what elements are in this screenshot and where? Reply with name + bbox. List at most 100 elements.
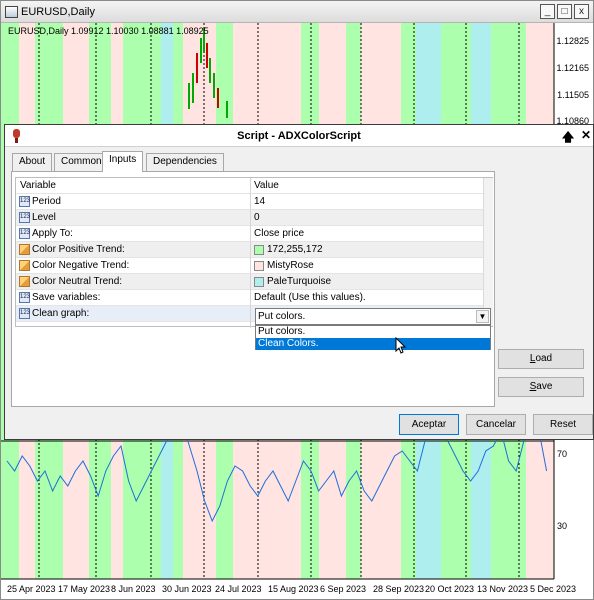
select-option[interactable]: Put colors. <box>258 326 306 337</box>
ok-button[interactable]: Aceptar <box>399 414 459 435</box>
variable-name: Level <box>32 212 56 223</box>
variable-value[interactable]: MistyRose <box>267 260 314 271</box>
date-label: 13 Nov 2023 <box>477 584 529 594</box>
date-label: 30 Jun 2023 <box>162 584 212 594</box>
trend-band <box>63 441 89 579</box>
variable-value[interactable]: PaleTurquoise <box>267 276 332 287</box>
price-label: 1.12825 <box>556 36 589 46</box>
variable-value[interactable]: 172,255,172 <box>267 244 323 255</box>
color-icon <box>19 244 30 255</box>
date-label: 28 Sep 2023 <box>373 584 425 594</box>
indicator-level-label: 70 <box>556 449 567 459</box>
date-label: 25 Apr 2023 <box>7 584 56 594</box>
load-accelerator: L <box>529 353 536 364</box>
price-label: 1.12165 <box>556 63 589 73</box>
color-swatch[interactable] <box>254 261 264 271</box>
trend-band <box>346 441 361 579</box>
load-label: oad <box>535 353 553 364</box>
tab-common[interactable]: Common <box>54 153 109 171</box>
chart-window-icon <box>5 6 18 18</box>
date-label: 6 Sep 2023 <box>320 584 367 594</box>
clean-graph-options: Put colors. Clean Colors. <box>255 325 491 350</box>
tab-inputs[interactable]: Inputs <box>102 151 144 172</box>
price-label: 1.11505 <box>557 90 589 100</box>
date-label: 15 Aug 2023 <box>268 584 319 594</box>
variable-value[interactable]: Close price <box>254 228 305 239</box>
reset-button[interactable]: Reset <box>533 414 593 435</box>
variable-name: Clean graph: <box>32 308 90 319</box>
date-label: 20 Oct 2023 <box>425 584 475 594</box>
trend-band <box>173 441 183 579</box>
trend-band <box>491 441 526 579</box>
inputs-grid: Variable Value 123 Period 14 123 Level 0… <box>15 177 493 328</box>
trend-band <box>19 441 35 579</box>
save-label: ave <box>536 381 553 392</box>
trend-band <box>319 441 346 579</box>
tab-about[interactable]: About <box>12 153 53 171</box>
trend-band <box>441 441 471 579</box>
save-button[interactable]: Save <box>498 377 584 397</box>
trend-band <box>1 441 19 579</box>
trend-band <box>233 441 301 579</box>
grid-scrollbar[interactable] <box>483 178 493 326</box>
adx-indicator-line <box>6 420 548 523</box>
numeric-icon: 123 <box>19 308 30 319</box>
color-swatch[interactable] <box>254 245 264 255</box>
numeric-icon: 123 <box>19 212 30 223</box>
ohlc-header: EURUSD,Daily 1.09912 1.10030 1.08881 1.0… <box>8 26 209 36</box>
trend-band <box>123 441 161 579</box>
numeric-icon: 123 <box>19 196 30 207</box>
color-icon <box>19 276 30 287</box>
price-candles <box>188 28 228 118</box>
numeric-icon: 123 <box>19 228 30 239</box>
trend-band <box>35 441 63 579</box>
cancel-button[interactable]: Cancelar <box>466 414 526 435</box>
clean-graph-select[interactable]: Put colors. ▼ <box>255 308 491 325</box>
variable-value[interactable]: 14 <box>254 196 266 207</box>
date-label: 8 Jun 2023 <box>111 584 156 594</box>
select-value: Put colors. <box>258 311 306 322</box>
variable-value[interactable]: Default (Use this values). <box>254 292 366 303</box>
load-button[interactable]: Load <box>498 349 584 369</box>
variable-name: Color Positive Trend: <box>32 244 125 255</box>
close-window-button[interactable]: x <box>574 4 589 19</box>
chart-titlebar: EURUSD,Daily _ □ x <box>1 1 593 23</box>
select-option-highlighted[interactable]: Clean Colors. <box>256 338 490 350</box>
variable-name: Color Negative Trend: <box>32 260 130 271</box>
price-label: 1.10860 <box>556 116 589 126</box>
variable-name: Period <box>32 196 61 207</box>
column-divider[interactable] <box>250 178 251 328</box>
script-icon <box>13 129 20 143</box>
variable-name: Color Neutral Trend: <box>32 276 123 287</box>
pin-icon[interactable]: 🡅 <box>561 130 575 144</box>
trend-band <box>301 441 319 579</box>
date-label: 17 May 2023 <box>58 584 111 594</box>
trend-band <box>161 441 173 579</box>
color-swatch[interactable] <box>254 277 264 287</box>
date-label: 5 Dec 2023 <box>530 584 577 594</box>
color-icon <box>19 260 30 271</box>
trend-band <box>401 441 416 579</box>
variable-name: Save variables: <box>32 292 101 303</box>
trend-band <box>111 441 123 579</box>
trend-band <box>216 441 233 579</box>
date-label: 24 Jul 2023 <box>215 584 262 594</box>
mouse-cursor-icon <box>395 337 407 354</box>
trend-band <box>471 441 491 579</box>
trend-band <box>361 441 401 579</box>
save-accelerator: S <box>529 381 537 392</box>
trend-band <box>183 441 216 579</box>
tab-dependencies[interactable]: Dependencies <box>146 153 224 171</box>
column-header-value[interactable]: Value <box>254 180 279 191</box>
chevron-down-icon[interactable]: ▼ <box>476 310 489 323</box>
dialog-titlebar[interactable]: Script - ADXColorScript 🡅 ✕ <box>5 125 593 147</box>
indicator-level-label: 30 <box>556 521 567 531</box>
minimize-button[interactable]: _ <box>540 4 555 19</box>
numeric-icon: 123 <box>19 292 30 303</box>
restore-button[interactable]: □ <box>557 4 572 19</box>
close-icon[interactable]: ✕ <box>580 128 592 142</box>
column-header-variable[interactable]: Variable <box>20 180 56 191</box>
variable-value[interactable]: 0 <box>254 212 260 223</box>
trend-band <box>89 441 111 579</box>
dialog-title: Script - ADXColorScript <box>237 130 361 142</box>
